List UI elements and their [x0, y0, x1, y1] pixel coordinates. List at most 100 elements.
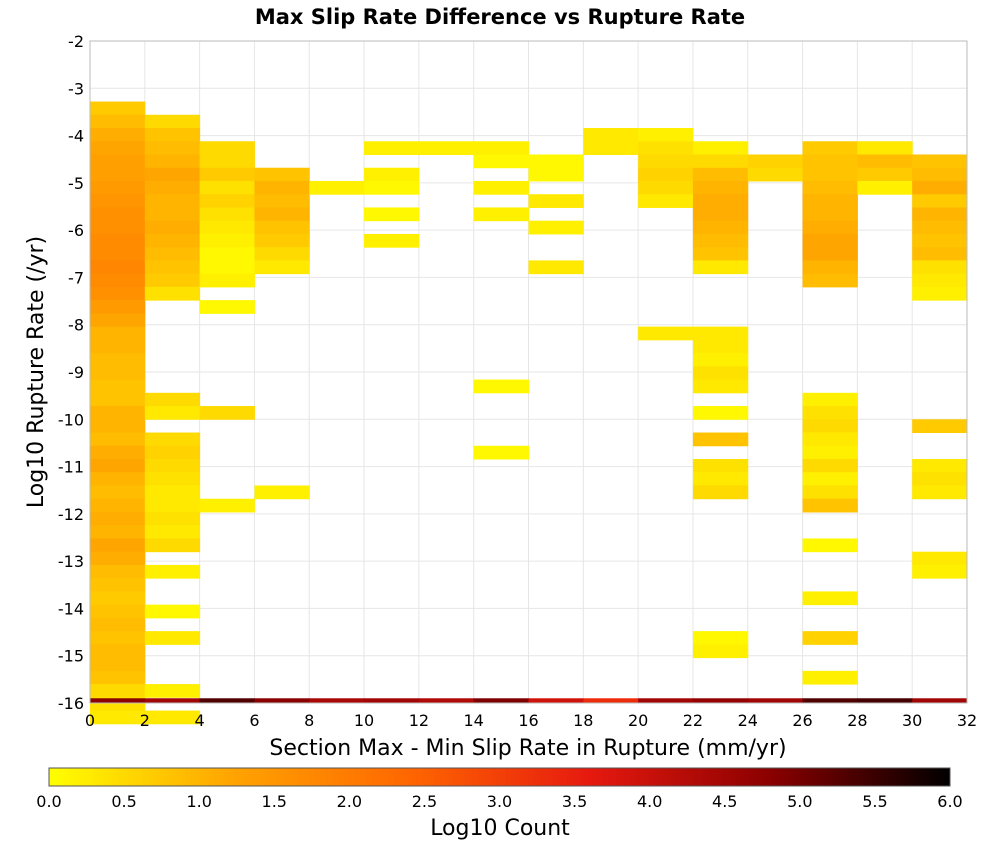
heatmap-cell	[528, 698, 584, 703]
heatmap-cell	[90, 445, 146, 460]
heatmap-cell	[802, 698, 858, 703]
heatmap-cell	[90, 326, 146, 341]
colorbar-tick-label: 3.0	[487, 792, 512, 811]
heatmap-cell	[692, 167, 749, 182]
heatmap-cell	[199, 180, 255, 195]
heatmap-cell	[638, 154, 694, 169]
heatmap-cell	[144, 432, 201, 447]
heatmap-cell	[802, 154, 858, 169]
heatmap-cell	[364, 207, 420, 222]
heatmap-cell	[528, 194, 584, 208]
heatmap-cell	[528, 260, 584, 275]
x-tick-label: 14	[464, 711, 484, 730]
heatmap-cell	[90, 578, 146, 592]
heatmap-cell	[90, 233, 146, 248]
heatmap-cell	[144, 154, 201, 169]
heatmap-cell	[144, 220, 201, 235]
x-tick-label: 20	[628, 711, 648, 730]
heatmap-cell	[144, 207, 201, 222]
colorbar-tick-label: 2.5	[412, 792, 437, 811]
heatmap-cell	[912, 233, 968, 248]
heatmap-cell	[802, 485, 858, 500]
heatmap-cell	[692, 698, 749, 703]
x-tick-label: 4	[195, 711, 205, 730]
x-tick-label: 12	[409, 711, 429, 730]
y-tick-label: -16	[58, 694, 84, 713]
heatmap-cell	[199, 207, 255, 222]
x-tick-label: 30	[902, 711, 922, 730]
x-tick-label: 8	[304, 711, 314, 730]
heatmap-cell	[90, 644, 146, 659]
heatmap-cell	[90, 300, 146, 314]
x-tick-label: 6	[249, 711, 259, 730]
heatmap-cell	[802, 194, 858, 208]
heatmap-cell	[144, 286, 201, 301]
heatmap-cell	[692, 326, 749, 341]
heatmap-cell	[309, 698, 365, 703]
heatmap-cell	[144, 564, 201, 579]
heatmap-cell	[473, 180, 529, 195]
heatmap-cell	[90, 141, 146, 155]
heatmap-cell	[144, 194, 201, 208]
heatmap-cell	[364, 233, 420, 248]
heatmap-cell	[144, 459, 201, 473]
heatmap-cell	[473, 379, 529, 394]
plot-frame	[89, 40, 968, 704]
x-tick-labels: 0 2 4 6 8 10 12 14 16 18 20 22 24 26 28 30 32	[85, 711, 977, 730]
heatmap-cell	[692, 154, 749, 169]
y-axis-label: Log10 Rupture Rate (/yr)	[24, 236, 49, 508]
heatmap-cell	[912, 698, 968, 703]
heatmap-cell	[254, 233, 310, 248]
heatmap-cell	[418, 698, 475, 703]
heatmap-cell	[638, 167, 694, 182]
heatmap-cell	[144, 392, 201, 407]
y-tick-label: -12	[58, 505, 84, 524]
heatmap-cell	[857, 167, 913, 182]
heatmap-cell	[912, 154, 968, 169]
heatmap-cell	[802, 220, 858, 235]
heatmap-cell	[692, 379, 749, 394]
heatmap-cell	[692, 220, 749, 235]
colorbar-tick-label: 4.0	[637, 792, 662, 811]
heatmap-cell	[418, 141, 475, 155]
colorbar	[48, 767, 951, 787]
colorbar-tick-label: 6.0	[937, 792, 962, 811]
heatmap-cell	[144, 406, 201, 420]
heatmap-cell	[912, 286, 968, 301]
heatmap-cell	[254, 180, 310, 195]
colorbar-label: Log10 Count	[430, 816, 570, 841]
heatmap-cell	[583, 128, 639, 142]
heatmap-cell	[90, 339, 146, 354]
heatmap-cell	[144, 233, 201, 248]
heatmap-cell	[90, 432, 146, 447]
heatmap-cell	[90, 207, 146, 222]
heatmap-cell	[199, 167, 255, 182]
colorbar-tick-label: 0.5	[111, 792, 136, 811]
heatmap-cell	[583, 698, 639, 703]
heatmap-cell	[802, 233, 858, 248]
heatmap-cell	[199, 698, 255, 703]
heatmap-cell	[802, 260, 858, 275]
heatmap-cell	[254, 698, 310, 703]
x-tick-label: 0	[85, 711, 95, 730]
heatmap-cell	[857, 698, 913, 703]
heatmap-cell	[473, 154, 529, 169]
heatmap-cell	[857, 154, 913, 169]
heatmap-cell	[802, 472, 858, 486]
heatmap-cell	[144, 538, 201, 553]
heatmap-cell	[90, 498, 146, 513]
colorbar-tick-labels: 0.0 0.5 1.0 1.5 2.0 2.5 3.0 3.5 4.0 4.5 5.0 5.5 6.0	[36, 792, 962, 811]
heatmap-cell	[144, 511, 201, 526]
heatmap-cell	[912, 194, 968, 208]
heatmap-cell	[90, 101, 146, 116]
heatmap-cell	[199, 498, 255, 513]
heatmap-cell	[199, 141, 255, 155]
heatmap-cell	[90, 353, 146, 367]
heatmap-cell	[90, 538, 146, 553]
colorbar-tick-label: 5.5	[862, 792, 887, 811]
heatmap-cell	[802, 392, 858, 407]
x-tick-label: 22	[683, 711, 703, 730]
heatmap-cell	[912, 485, 968, 500]
heatmap-cell	[90, 591, 146, 606]
